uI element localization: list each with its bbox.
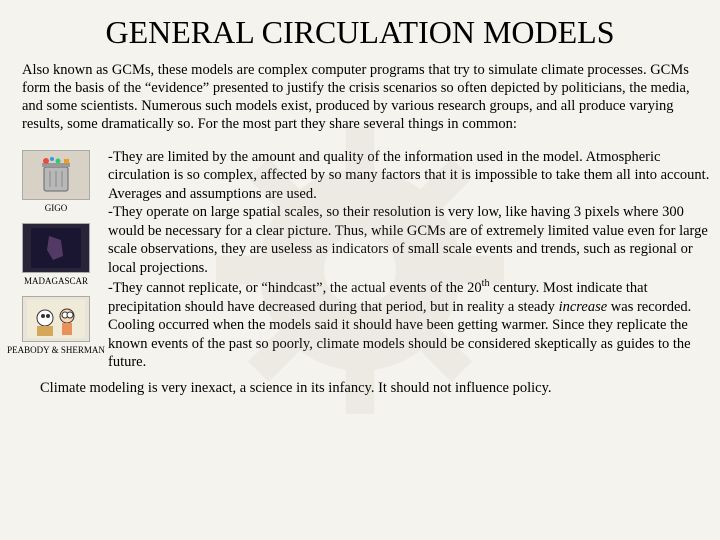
peabody-sherman-image (22, 296, 90, 342)
point-3-sup: th (482, 278, 490, 289)
main-content-row: GIGO MADAGASCAR PEABODY & SHERMAN (0, 134, 720, 372)
satellite-image-icon (31, 228, 81, 268)
page-title: GENERAL CIRCULATION MODELS (0, 0, 720, 61)
point-3a: -They cannot replicate, or “hindcast”, t… (108, 280, 482, 296)
point-3-em: increase (559, 299, 608, 315)
cartoon-icon (27, 300, 85, 338)
caption-peabody: PEABODY & SHERMAN (7, 346, 105, 355)
body-text: -They are limited by the amount and qual… (108, 148, 710, 372)
caption-gigo: GIGO (45, 204, 68, 213)
point-1: -They are limited by the amount and qual… (108, 149, 709, 202)
image-column: GIGO MADAGASCAR PEABODY & SHERMAN (4, 148, 108, 372)
madagascar-image (22, 223, 90, 273)
trash-icon (36, 157, 76, 193)
point-2: -They operate on large spatial scales, s… (108, 204, 708, 276)
intro-paragraph: Also known as GCMs, these models are com… (0, 61, 720, 134)
footer-conclusion: Climate modeling is very inexact, a scie… (0, 372, 720, 397)
gigo-image (22, 150, 90, 200)
caption-madagascar: MADAGASCAR (24, 277, 88, 286)
